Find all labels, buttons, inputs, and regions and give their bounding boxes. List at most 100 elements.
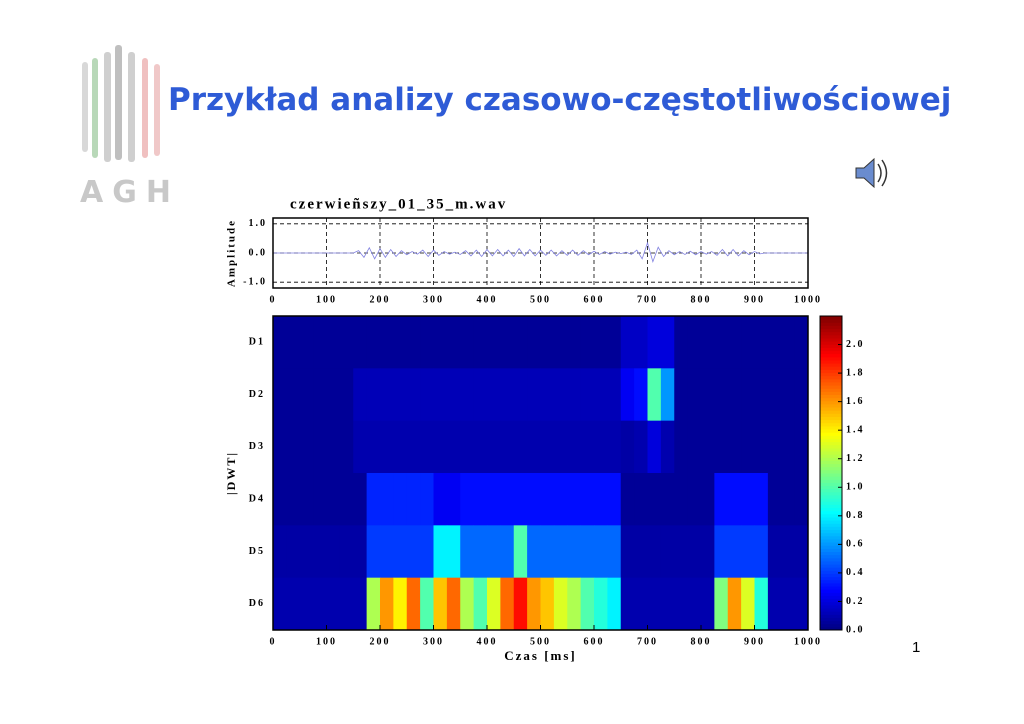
- colorbar-step: [820, 344, 842, 348]
- cell: [767, 316, 782, 369]
- cell: [754, 473, 769, 526]
- cell: [313, 368, 327, 422]
- colorbar-tick-label: 1.6: [846, 396, 865, 407]
- cell: [567, 316, 582, 369]
- cell: [460, 368, 475, 422]
- y-tick-label: 1.0: [249, 218, 268, 229]
- cell: [380, 368, 394, 422]
- cell: [473, 368, 488, 422]
- x-tick-label: 700: [637, 636, 658, 647]
- cell: [647, 368, 662, 422]
- cell: [326, 473, 341, 526]
- colorbar-step: [820, 319, 842, 323]
- cell: [660, 473, 675, 526]
- colorbar-step: [820, 529, 842, 534]
- cell: [460, 420, 475, 474]
- cell: [473, 473, 488, 526]
- cell: [741, 316, 755, 369]
- colorbar-step: [820, 372, 842, 377]
- cell: [500, 473, 515, 526]
- colorbar-step: [820, 526, 842, 531]
- colorbar-step: [820, 447, 842, 452]
- cell: [420, 577, 434, 631]
- colorbar-step: [820, 451, 842, 455]
- cell: [339, 577, 354, 631]
- cell: [553, 420, 568, 474]
- cell: [527, 473, 541, 526]
- cell: [339, 525, 354, 579]
- colorbar-step: [820, 359, 842, 364]
- cell: [607, 525, 622, 579]
- cell: [433, 420, 448, 474]
- cell: [727, 316, 742, 369]
- y-tick-label: -1.0: [243, 276, 267, 287]
- cell: [553, 577, 568, 631]
- cell: [594, 368, 608, 422]
- cell: [701, 420, 715, 474]
- cell: [420, 473, 434, 526]
- colorbar-step: [820, 586, 842, 590]
- cell: [446, 473, 461, 526]
- x-tick-label: 900: [744, 294, 765, 305]
- colorbar-step: [820, 620, 842, 625]
- colorbar-frame: [819, 315, 843, 631]
- cell: [767, 368, 782, 422]
- cell: [527, 525, 541, 579]
- colorbar-tick-label: 1.0: [846, 482, 865, 493]
- colorbar-step: [820, 416, 842, 421]
- colorbar-step: [820, 356, 842, 361]
- colorbar-step: [820, 378, 842, 383]
- colorbar-step: [820, 460, 842, 465]
- speaker-icon[interactable]: [855, 157, 888, 189]
- colorbar-step: [820, 457, 842, 461]
- colorbar-step: [820, 542, 842, 546]
- x-tick-label: 700: [637, 294, 658, 305]
- cell: [660, 525, 675, 579]
- cell: [299, 316, 314, 369]
- cell: [500, 577, 515, 631]
- colorbar-step: [820, 494, 842, 499]
- colorbar-step: [820, 419, 842, 424]
- cell: [353, 420, 368, 474]
- colorbar-step: [820, 498, 842, 502]
- colorbar-step: [820, 608, 842, 612]
- cell: [781, 316, 796, 369]
- cell: [500, 525, 515, 579]
- cell: [366, 525, 381, 579]
- colorbar-step: [820, 623, 842, 628]
- colorbar-step: [820, 592, 842, 596]
- cell: [620, 420, 635, 474]
- x-tick-label: 800: [691, 294, 712, 305]
- colorbar-step: [820, 341, 842, 345]
- cell: [660, 316, 675, 369]
- cell: [366, 420, 381, 474]
- colorbar-step: [820, 614, 842, 618]
- cell: [406, 368, 421, 422]
- colorbar-step: [820, 532, 842, 537]
- y-tick-label: D6: [249, 598, 265, 609]
- cell: [286, 525, 301, 579]
- cell: [299, 473, 314, 526]
- colorbar-step: [820, 334, 842, 339]
- x-tick-label: 300: [423, 294, 444, 305]
- cell: [433, 473, 448, 526]
- colorbar-step: [820, 363, 842, 367]
- colorbar-step: [820, 435, 842, 439]
- cell: [487, 577, 501, 631]
- cell: [607, 420, 622, 474]
- cell: [714, 316, 729, 369]
- cell: [473, 420, 488, 474]
- y-axis-label: Amplitude: [226, 219, 238, 287]
- colorbar-step: [820, 485, 842, 490]
- cell: [607, 473, 622, 526]
- cell: [687, 316, 702, 369]
- cell: [794, 577, 809, 631]
- colorbar-step: [820, 557, 842, 562]
- colorbar-step: [820, 554, 842, 559]
- colorbar-step: [820, 381, 842, 386]
- cell: [754, 577, 769, 631]
- cell: [540, 577, 555, 631]
- cell: [607, 368, 622, 422]
- cell: [594, 420, 608, 474]
